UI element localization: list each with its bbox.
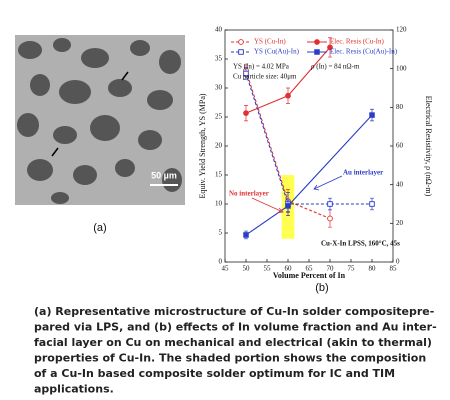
data-point [327,44,333,51]
x-tick-label: 45 [222,265,230,273]
y-tick-label: 0 [219,258,223,266]
x-tick-label: 65 [306,265,314,273]
x-tick-label: 80 [369,265,377,273]
legend-marker [238,49,244,55]
y-tick-label: 25 [215,113,223,121]
annotation-arrow [251,197,284,214]
y-tick-label: 20 [215,142,223,150]
annotation: Au interlayer [343,169,383,177]
annotation: No interlayer [229,190,269,198]
x-tick-label: 75 [348,265,356,273]
data-point [243,110,249,116]
data-point [285,92,291,99]
legend-label: Elec. Resis (Cu(Au)-In) [330,48,398,56]
x-tick-label: 55 [264,265,272,273]
data-point [327,201,333,207]
panel-label: (b) [315,282,328,294]
annotation: Cu particle size: 40μm [233,73,297,81]
data-point [369,201,375,207]
x-tick-label: 85 [390,265,398,273]
y2-tick-label: 100 [396,64,407,72]
y-tick-label: 30 [215,84,223,92]
x-axis-label: Volume Percent of In [273,271,346,280]
legend-label: Elec. Resis (Cu-In) [330,38,385,46]
y-axis-label: Equiv. Yield Strength, YS (MPa) [198,93,207,198]
x-tick-label: 60 [285,265,293,273]
y-tick-label: 5 [219,229,223,237]
y2-tick-label: 20 [396,219,404,227]
data-point [285,203,291,209]
caption: (a) Representative microstructure of Cu-… [34,305,437,396]
legend-marker [314,49,320,55]
panel-label: (a) [93,222,106,234]
caption-line: pared via LPS, and (b) effects of In vol… [34,321,437,334]
data-point [243,232,249,238]
data-point [243,70,249,77]
micrograph: 50 µm [15,35,185,205]
legend-label: YS (Cu-In) [254,38,286,46]
y2-tick-label: 0 [396,258,400,266]
scale-bar: 50 µm [151,170,177,180]
y-tick-label: 10 [215,200,223,208]
caption-line: facial layer on Cu on mechanical and ele… [34,336,432,349]
caption-line: properties of Cu-In. The shaded portion … [34,352,426,365]
legend-marker [314,39,320,45]
data-point [369,112,375,118]
y-tick-label: 40 [215,26,223,34]
data-point [327,215,333,222]
y2-tick-label: 120 [396,26,407,34]
y2-tick-label: 80 [396,103,404,111]
x-tick-label: 50 [243,265,251,273]
annotation-arrow [313,175,343,191]
legend-label: YS (Cu(Au)-In) [254,48,300,56]
y2-tick-label: 40 [396,180,404,188]
caption-line: applications. [34,383,114,396]
legend-marker [238,39,244,45]
y2-tick-label: 60 [396,142,404,150]
caption-line: (a) Representative microstructure of Cu-… [34,305,434,318]
series-line [245,73,372,205]
x-tick-label: 70 [327,265,335,273]
annotation: Cu-X-In LPSS, 160°C, 45s [321,240,400,248]
caption-line: of a Cu-In based composite solder optimu… [34,367,395,380]
y-tick-label: 15 [215,171,223,179]
annotation: ρ (In) = 84 nΩ-m [311,63,360,71]
y-tick-label: 35 [215,55,223,63]
y2-axis-label: Electrical Resistivity, ρ (nΩ-m) [424,96,433,197]
annotation: YS (In) = 4.02 MPa [233,63,290,71]
